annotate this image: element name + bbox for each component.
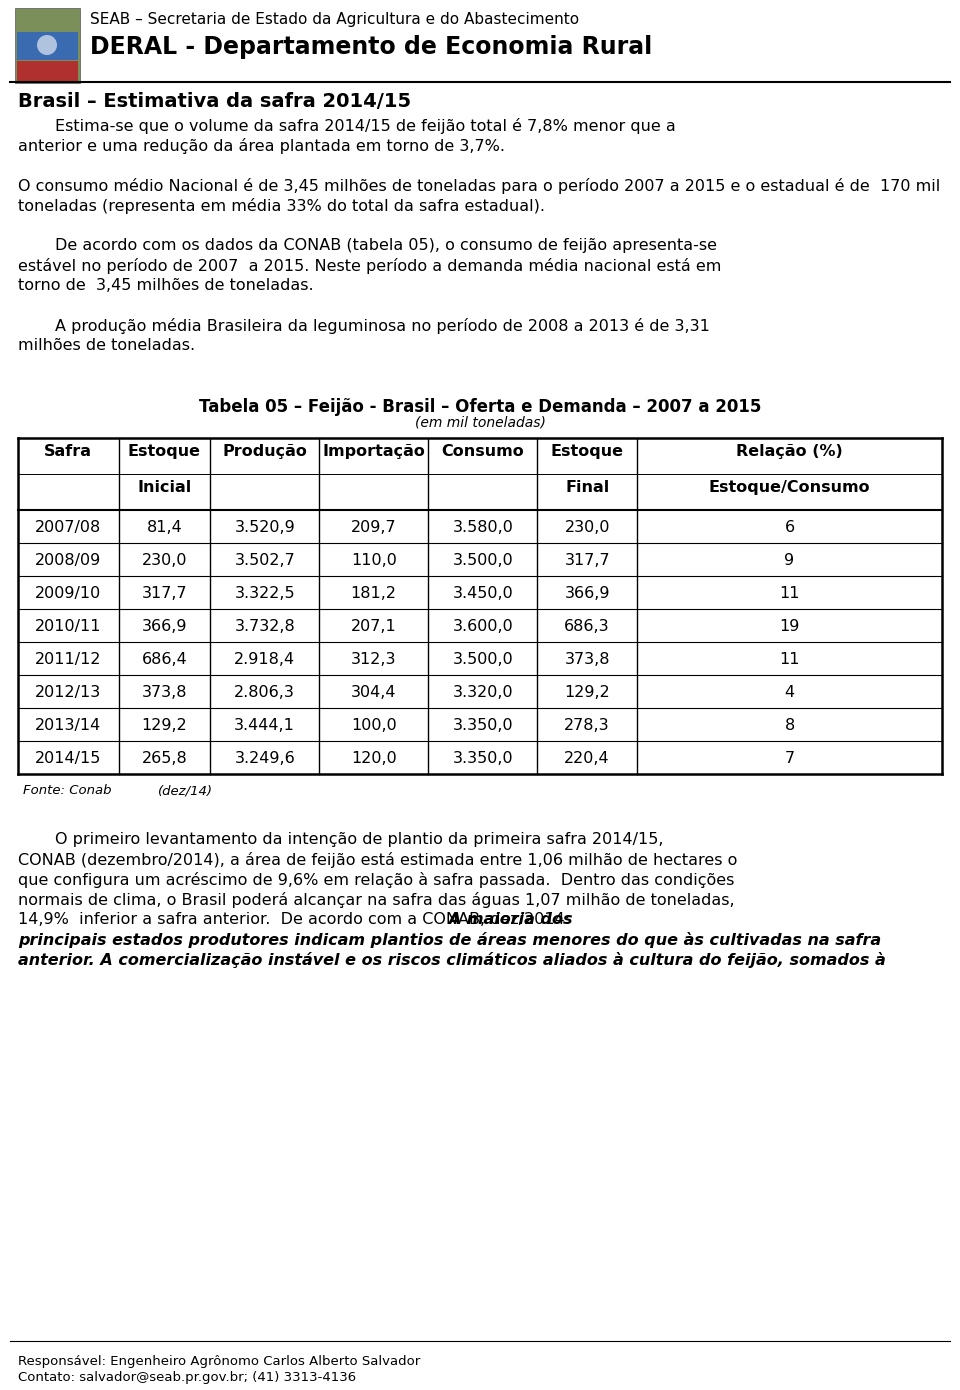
Bar [15,8,80,83]
Text: 366,9: 366,9 [564,587,610,600]
Text: A maioria dos: A maioria dos [432,912,572,927]
Text: 3.322,5: 3.322,5 [234,587,295,600]
Text: 3.520,9: 3.520,9 [234,520,295,535]
Text: Estima-se que o volume da safra 2014/15 de feijão total é 7,8% menor que a: Estima-se que o volume da safra 2014/15 … [55,118,676,133]
Text: 366,9: 366,9 [142,619,187,634]
Text: Contato: salvador@seab.pr.gov.br; (41) 3313-4136: Contato: salvador@seab.pr.gov.br; (41) 3… [18,1371,356,1384]
Circle shape [37,35,57,56]
Text: Produção: Produção [223,443,307,459]
Text: 686,4: 686,4 [141,652,187,667]
Text: 3.500,0: 3.500,0 [452,553,514,569]
Text: Consumo: Consumo [442,443,524,459]
Text: 181,2: 181,2 [350,587,396,600]
Text: 6: 6 [784,520,795,535]
Text: 100,0: 100,0 [350,719,396,733]
Text: 2013/14: 2013/14 [36,719,102,733]
Text: Inicial: Inicial [137,480,192,495]
Text: Estoque: Estoque [551,443,624,459]
Text: 4: 4 [784,685,795,701]
Text: torno de  3,45 milhões de toneladas.: torno de 3,45 milhões de toneladas. [18,278,314,293]
Text: 230,0: 230,0 [142,553,187,569]
Text: 3.600,0: 3.600,0 [452,619,514,634]
Text: Relação (%): Relação (%) [736,443,843,459]
Text: SEAB – Secretaria de Estado da Agricultura e do Abastecimento: SEAB – Secretaria de Estado da Agricultu… [90,13,579,26]
Bar [17,61,78,83]
Text: 3.580,0: 3.580,0 [452,520,514,535]
Text: 230,0: 230,0 [564,520,610,535]
Text: 3.444,1: 3.444,1 [234,719,295,733]
Text: Safra: Safra [44,443,92,459]
Text: Importação: Importação [323,443,425,459]
Text: CONAB (dezembro/2014), a área de feijão está estimada entre 1,06 milhão de hecta: CONAB (dezembro/2014), a área de feijão … [18,852,737,867]
Text: 2.918,4: 2.918,4 [234,652,296,667]
Text: anterior e uma redução da área plantada em torno de 3,7%.: anterior e uma redução da área plantada … [18,138,505,154]
Text: O primeiro levantamento da intenção de plantio da primeira safra 2014/15,: O primeiro levantamento da intenção de p… [55,833,663,847]
Text: 373,8: 373,8 [564,652,610,667]
Text: estável no período de 2007  a 2015. Neste período a demanda média nacional está : estável no período de 2007 a 2015. Neste… [18,259,721,274]
Text: Tabela 05 – Feijão - Brasil – Oferta e Demanda – 2007 a 2015: Tabela 05 – Feijão - Brasil – Oferta e D… [199,398,761,416]
Text: 278,3: 278,3 [564,719,610,733]
Bar [17,32,78,60]
Text: 9: 9 [784,553,795,569]
Text: 3.249,6: 3.249,6 [234,751,295,766]
Text: milhões de toneladas.: milhões de toneladas. [18,338,195,353]
Text: 317,7: 317,7 [564,553,610,569]
Text: 7: 7 [784,751,795,766]
Text: 14,9%  inferior a safra anterior.  De acordo com a CONAB, dez/2014:: 14,9% inferior a safra anterior. De acor… [18,912,570,927]
Text: 11: 11 [780,652,800,667]
Text: 11: 11 [780,587,800,600]
Text: toneladas (representa em média 33% do total da safra estadual).: toneladas (representa em média 33% do to… [18,197,545,214]
Text: Final: Final [565,480,610,495]
Text: 129,2: 129,2 [564,685,610,701]
Text: 2010/11: 2010/11 [36,619,102,634]
Text: A produção média Brasileira da leguminosa no período de 2008 a 2013 é de 3,31: A produção média Brasileira da leguminos… [55,318,709,334]
Text: De acordo com os dados da CONAB (tabela 05), o consumo de feijão apresenta-se: De acordo com os dados da CONAB (tabela … [55,238,717,253]
Text: 2014/15: 2014/15 [36,751,102,766]
Text: 3.732,8: 3.732,8 [234,619,295,634]
Text: (dez/14): (dez/14) [158,784,213,796]
Text: 373,8: 373,8 [142,685,187,701]
Text: 312,3: 312,3 [351,652,396,667]
Text: 2008/09: 2008/09 [36,553,102,569]
Text: 81,4: 81,4 [147,520,182,535]
Text: Brasil – Estimativa da safra 2014/15: Brasil – Estimativa da safra 2014/15 [18,92,411,111]
Text: 2009/10: 2009/10 [36,587,102,600]
Text: 304,4: 304,4 [351,685,396,701]
Text: 110,0: 110,0 [350,553,396,569]
Text: Fonte: Conab: Fonte: Conab [23,784,111,796]
Text: 129,2: 129,2 [141,719,187,733]
Text: principais estados produtores indicam plantios de áreas menores do que às cultiv: principais estados produtores indicam pl… [18,933,881,948]
Text: 2012/13: 2012/13 [36,685,102,701]
Text: 3.350,0: 3.350,0 [452,751,513,766]
Text: 317,7: 317,7 [142,587,187,600]
Text: 3.502,7: 3.502,7 [234,553,295,569]
Text: Estoque/Consumo: Estoque/Consumo [708,480,871,495]
Text: 120,0: 120,0 [350,751,396,766]
Text: 2.806,3: 2.806,3 [234,685,295,701]
Text: Estoque: Estoque [128,443,201,459]
Text: DERAL - Departamento de Economia Rural: DERAL - Departamento de Economia Rural [90,35,652,58]
Text: O consumo médio Nacional é de 3,45 milhões de toneladas para o período 2007 a 20: O consumo médio Nacional é de 3,45 milhõ… [18,178,940,195]
Text: 3.320,0: 3.320,0 [452,685,513,701]
Text: Responsável: Engenheiro Agrônomo Carlos Alberto Salvador: Responsável: Engenheiro Agrônomo Carlos … [18,1355,420,1368]
Text: 207,1: 207,1 [350,619,396,634]
Text: 2011/12: 2011/12 [36,652,102,667]
Text: (em mil toneladas): (em mil toneladas) [415,416,545,430]
Text: 3.500,0: 3.500,0 [452,652,514,667]
Text: 265,8: 265,8 [141,751,187,766]
Text: 686,3: 686,3 [564,619,610,634]
Text: 3.350,0: 3.350,0 [452,719,513,733]
Text: 209,7: 209,7 [351,520,396,535]
Text: 220,4: 220,4 [564,751,610,766]
Text: que configura um acréscimo de 9,6% em relação à safra passada.  Dentro das condi: que configura um acréscimo de 9,6% em re… [18,872,734,888]
Text: normais de clima, o Brasil poderá alcançar na safra das águas 1,07 milhão de ton: normais de clima, o Brasil poderá alcanç… [18,892,734,908]
Text: 3.450,0: 3.450,0 [452,587,514,600]
Text: 19: 19 [780,619,800,634]
Text: anterior. A comercialização instável e os riscos climáticos aliados à cultura do: anterior. A comercialização instável e o… [18,952,886,967]
Text: 8: 8 [784,719,795,733]
Text: 2007/08: 2007/08 [36,520,102,535]
